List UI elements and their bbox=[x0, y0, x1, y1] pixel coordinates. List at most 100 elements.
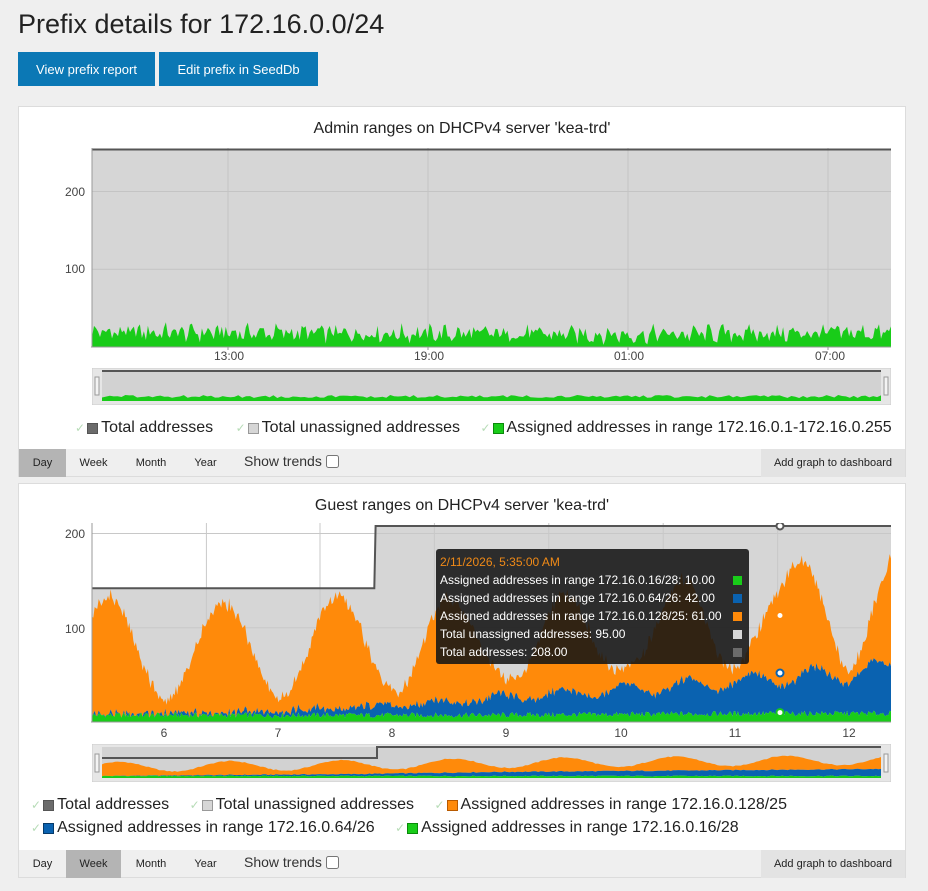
check-icon: ✓ bbox=[434, 798, 445, 812]
x-tick-label: 12 bbox=[842, 726, 856, 740]
edit-prefix-seeddb-button[interactable]: Edit prefix in SeedDb bbox=[159, 52, 318, 86]
check-icon: ✓ bbox=[31, 821, 42, 835]
range-day-button[interactable]: Day bbox=[32, 858, 53, 870]
admin-ranges-panel: Admin ranges on DHCPv4 server 'kea-trd' … bbox=[18, 106, 906, 477]
tooltip-text: Total unassigned addresses: 95.00 bbox=[440, 627, 626, 641]
show-trends-checkbox[interactable] bbox=[325, 855, 339, 869]
show-trends-toggle[interactable]: Show trends bbox=[244, 854, 339, 870]
range-month-button[interactable]: Month bbox=[135, 457, 167, 469]
swatch-icon bbox=[446, 799, 458, 811]
navigator-series bbox=[102, 755, 881, 777]
swatch-icon bbox=[247, 422, 259, 434]
legend-item-range-128[interactable]: ✓ Assigned addresses in range 172.16.0.12… bbox=[434, 796, 787, 814]
total-addresses-series bbox=[92, 525, 891, 590]
swatch-icon bbox=[733, 594, 742, 603]
navigator-series bbox=[102, 775, 881, 778]
admin-range-toolbar: Day Week Month Year Show trends Add grap… bbox=[19, 449, 905, 477]
add-graph-to-dashboard-button[interactable]: Add graph to dashboard bbox=[760, 449, 905, 477]
chart-title: Guest ranges on DHCPv4 server 'kea-trd' bbox=[314, 497, 610, 514]
data-tooltip: 2/11/2026, 5:35:00 AM Assigned addresses… bbox=[436, 549, 749, 664]
legend-label: Total addresses bbox=[57, 796, 170, 813]
show-trends-toggle[interactable]: Show trends bbox=[244, 453, 339, 469]
unassigned-area bbox=[92, 149, 891, 347]
check-icon: ✓ bbox=[235, 421, 246, 435]
guest-range-toolbar: Day Week Month Year Show trends Add grap… bbox=[19, 850, 905, 878]
range-week-button[interactable]: Week bbox=[79, 457, 108, 469]
guest-legend-row-1: ✓ Total addresses ✓ Total unassigned addre… bbox=[31, 796, 803, 814]
page-title: Prefix details for 172.16.0.0/24 bbox=[18, 9, 385, 39]
show-trends-checkbox[interactable] bbox=[325, 454, 339, 468]
add-graph-to-dashboard-button[interactable]: Add graph to dashboard bbox=[760, 850, 905, 878]
legend-item-range[interactable]: ✓ Assigned addresses in range 172.16.0.1-… bbox=[480, 419, 891, 437]
y-tick-label: 200 bbox=[64, 527, 85, 541]
x-tick-label: 19:00 bbox=[413, 349, 445, 363]
swatch-icon bbox=[87, 422, 99, 434]
check-icon: ✓ bbox=[189, 798, 200, 812]
x-tick-label: 11 bbox=[728, 726, 742, 740]
legend-label: Assigned addresses in range 172.16.0.16/… bbox=[421, 819, 739, 836]
legend-item-total[interactable]: ✓ Total addresses bbox=[75, 419, 213, 437]
x-tick-label: 6 bbox=[160, 726, 168, 740]
hover-marker bbox=[775, 668, 785, 678]
navigator-series bbox=[102, 395, 881, 401]
swatch-icon bbox=[733, 630, 742, 639]
navigator-handle-left bbox=[94, 376, 100, 396]
tooltip-row: Assigned addresses in range 172.16.0.64/… bbox=[440, 589, 745, 607]
navigator-handle-left bbox=[94, 753, 100, 773]
admin-range-selector[interactable] bbox=[92, 368, 891, 405]
guest-legend-row-2: ✓ Assigned addresses in range 172.16.0.64… bbox=[31, 819, 755, 837]
show-trends-label: Show trends bbox=[244, 854, 322, 870]
admin-main-plot[interactable] bbox=[91, 148, 891, 350]
tooltip-row: Total unassigned addresses: 95.00 bbox=[440, 625, 745, 643]
legend-label: Assigned addresses in range 172.16.0.1-1… bbox=[506, 419, 892, 436]
swatch-icon bbox=[733, 576, 742, 585]
legend-item-range-64[interactable]: ✓ Assigned addresses in range 172.16.0.64… bbox=[31, 819, 375, 837]
y-tick-label: 100 bbox=[64, 622, 85, 636]
tooltip-row: Assigned addresses in range 172.16.0.128… bbox=[440, 607, 745, 625]
legend-label: Total unassigned addresses bbox=[261, 419, 460, 436]
check-icon: ✓ bbox=[31, 798, 42, 812]
range-16-series bbox=[92, 710, 891, 722]
range-day-button[interactable]: Day bbox=[19, 449, 66, 477]
x-tick-label: 01:00 bbox=[613, 349, 645, 363]
show-trends-label: Show trends bbox=[244, 453, 322, 469]
navigator-handle-right bbox=[883, 376, 889, 396]
tooltip-text: Assigned addresses in range 172.16.0.64/… bbox=[440, 591, 715, 605]
check-icon: ✓ bbox=[395, 821, 406, 835]
legend-label: Assigned addresses in range 172.16.0.128… bbox=[460, 796, 787, 813]
navigator-total-line bbox=[102, 746, 881, 759]
range-week-button[interactable]: Week bbox=[66, 850, 121, 878]
swatch-icon bbox=[407, 822, 419, 834]
navigator-series bbox=[102, 768, 881, 777]
legend-item-unassigned[interactable]: ✓ Total unassigned addresses bbox=[190, 796, 414, 814]
x-tick-label: 13:00 bbox=[213, 349, 245, 363]
chart-title: Admin ranges on DHCPv4 server 'kea-trd' bbox=[313, 120, 611, 137]
hover-marker bbox=[775, 708, 785, 718]
x-tick-label: 9 bbox=[502, 726, 510, 740]
swatch-icon bbox=[43, 822, 55, 834]
hover-marker bbox=[775, 523, 785, 531]
legend-item-unassigned[interactable]: ✓ Total unassigned addresses bbox=[236, 419, 460, 437]
range-year-button[interactable]: Year bbox=[194, 858, 217, 870]
swatch-icon bbox=[733, 648, 742, 657]
guest-range-selector[interactable] bbox=[92, 744, 891, 782]
check-icon: ✓ bbox=[75, 421, 86, 435]
legend-item-range-16[interactable]: ✓ Assigned addresses in range 172.16.0.16… bbox=[395, 819, 739, 837]
view-prefix-report-button[interactable]: View prefix report bbox=[18, 52, 155, 86]
legend-item-total[interactable]: ✓ Total addresses bbox=[31, 796, 169, 814]
range-64-series bbox=[92, 658, 891, 718]
x-tick-label: 7 bbox=[274, 726, 282, 740]
legend-label: Total addresses bbox=[101, 419, 214, 436]
y-tick-label: 200 bbox=[64, 185, 85, 199]
range-year-button[interactable]: Year bbox=[194, 457, 217, 469]
range-month-button[interactable]: Month bbox=[135, 858, 167, 870]
tooltip-row: Assigned addresses in range 172.16.0.16/… bbox=[440, 571, 745, 589]
swatch-icon bbox=[733, 612, 742, 621]
assigned-range-series bbox=[92, 322, 891, 347]
tooltip-text: Assigned addresses in range 172.16.0.16/… bbox=[440, 573, 715, 587]
hover-marker bbox=[775, 611, 785, 621]
swatch-icon bbox=[201, 799, 213, 811]
legend-label: Total unassigned addresses bbox=[215, 796, 414, 813]
x-tick-label: 10 bbox=[614, 726, 628, 740]
tooltip-row: Total addresses: 208.00 bbox=[440, 643, 745, 661]
